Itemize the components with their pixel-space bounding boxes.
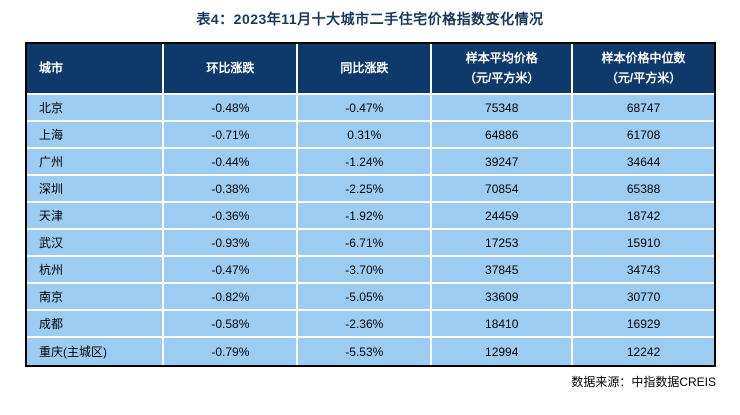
table-row: 深圳 -0.38% -2.25% 70854 65388: [27, 176, 714, 203]
table-row: 重庆(主城区) -0.79% -5.53% 12994 12242: [27, 338, 714, 365]
value-cell: -0.82%: [164, 284, 299, 311]
column-header: 同比涨跌: [298, 44, 433, 95]
city-cell: 深圳: [27, 176, 165, 203]
value-cell: -5.53%: [298, 338, 433, 365]
value-cell: -0.48%: [164, 95, 299, 122]
table-row: 成都 -0.58% -2.36% 18410 16929: [27, 311, 714, 338]
city-cell: 广州: [27, 149, 165, 176]
value-cell: 16929: [573, 311, 714, 338]
city-cell: 北京: [27, 95, 165, 122]
value-cell: 64886: [432, 122, 574, 149]
city-cell: 重庆(主城区): [27, 338, 165, 365]
value-cell: -2.25%: [298, 176, 433, 203]
column-header: 样本价格中位数 （元/平方米）: [573, 44, 714, 95]
column-header: 样本平均价格 （元/平方米）: [432, 44, 574, 95]
table-row: 南京 -0.82% -5.05% 33609 30770: [27, 284, 714, 311]
city-cell: 杭州: [27, 257, 165, 284]
value-cell: 18742: [573, 203, 714, 230]
value-cell: 24459: [432, 203, 574, 230]
value-cell: 39247: [432, 149, 574, 176]
value-cell: 33609: [432, 284, 574, 311]
value-cell: 12994: [432, 338, 574, 365]
value-cell: 34743: [573, 257, 714, 284]
table-row: 北京 -0.48% -0.47% 75348 68747: [27, 95, 714, 122]
table-row: 上海 -0.71% 0.31% 64886 61708: [27, 122, 714, 149]
value-cell: 18410: [432, 311, 574, 338]
table-row: 杭州 -0.47% -3.70% 37845 34743: [27, 257, 714, 284]
value-cell: 70854: [432, 176, 574, 203]
table-row: 天津 -0.36% -1.92% 24459 18742: [27, 203, 714, 230]
value-cell: 75348: [432, 95, 574, 122]
city-cell: 南京: [27, 284, 165, 311]
value-cell: 37845: [432, 257, 574, 284]
value-cell: 0.31%: [298, 122, 433, 149]
data-table: 城市 环比涨跌 同比涨跌 样本平均价格 （元/平方米） 样本价格中位数 （元/平方米） …: [27, 44, 714, 365]
city-cell: 天津: [27, 203, 165, 230]
table-header-row: 城市 环比涨跌 同比涨跌 样本平均价格 （元/平方米） 样本价格中位数 （元/平方米）: [27, 44, 714, 95]
price-index-table: 城市 环比涨跌 同比涨跌 样本平均价格 （元/平方米） 样本价格中位数 （元/平方米） …: [25, 42, 716, 367]
value-cell: 15910: [573, 230, 714, 257]
value-cell: -0.79%: [164, 338, 299, 365]
value-cell: -0.47%: [164, 257, 299, 284]
value-cell: 12242: [573, 338, 714, 365]
value-cell: -2.36%: [298, 311, 433, 338]
value-cell: 30770: [573, 284, 714, 311]
value-cell: -6.71%: [298, 230, 433, 257]
column-header: 环比涨跌: [164, 44, 299, 95]
city-cell: 武汉: [27, 230, 165, 257]
value-cell: -0.44%: [164, 149, 299, 176]
city-cell: 成都: [27, 311, 165, 338]
column-header: 城市: [27, 44, 165, 95]
data-source-note: 数据来源：中指数据CREIS: [571, 375, 716, 389]
value-cell: 68747: [573, 95, 714, 122]
value-cell: -0.36%: [164, 203, 299, 230]
table-header: 城市 环比涨跌 同比涨跌 样本平均价格 （元/平方米） 样本价格中位数 （元/平方米）: [27, 44, 714, 95]
value-cell: -0.58%: [164, 311, 299, 338]
value-cell: 34644: [573, 149, 714, 176]
value-cell: -1.92%: [298, 203, 433, 230]
table-body: 北京 -0.48% -0.47% 75348 68747 上海 -0.71% 0.31% 648…: [27, 95, 714, 365]
table-row: 广州 -0.44% -1.24% 39247 34644: [27, 149, 714, 176]
value-cell: -0.47%: [298, 95, 433, 122]
value-cell: 65388: [573, 176, 714, 203]
value-cell: 17253: [432, 230, 574, 257]
value-cell: -0.71%: [164, 122, 299, 149]
table-row: 武汉 -0.93% -6.71% 17253 15910: [27, 230, 714, 257]
value-cell: -5.05%: [298, 284, 433, 311]
table-title: 表4：2023年11月十大城市二手住宅价格指数变化情况: [196, 11, 544, 27]
city-cell: 上海: [27, 122, 165, 149]
value-cell: -3.70%: [298, 257, 433, 284]
value-cell: -0.93%: [164, 230, 299, 257]
value-cell: 61708: [573, 122, 714, 149]
value-cell: -1.24%: [298, 149, 433, 176]
value-cell: -0.38%: [164, 176, 299, 203]
